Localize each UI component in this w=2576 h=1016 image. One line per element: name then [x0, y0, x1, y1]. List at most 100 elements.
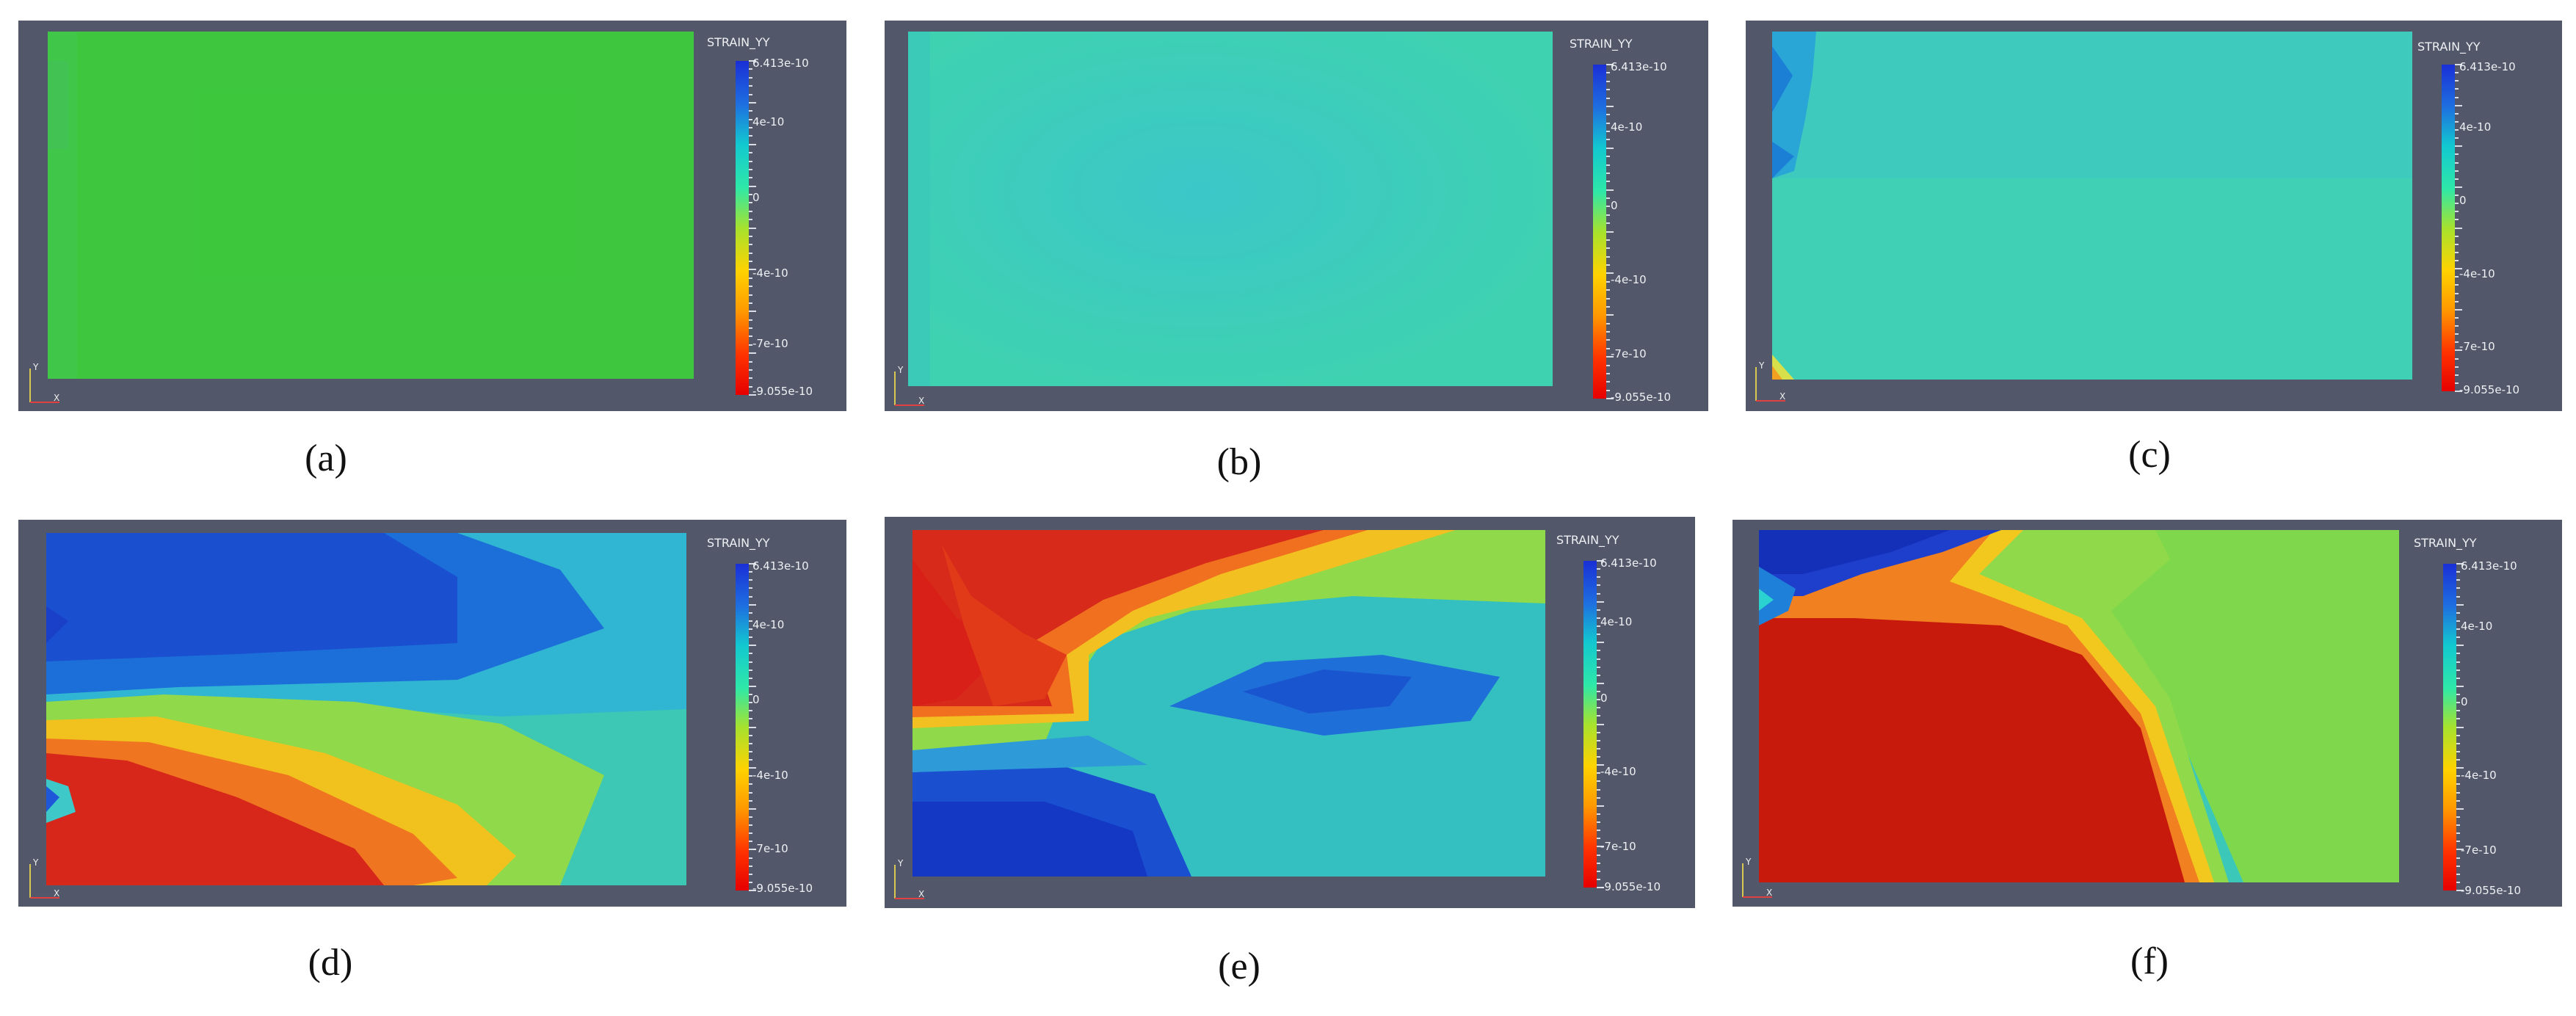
colorbar-tick-0: 0 — [1600, 692, 1608, 705]
colorbar-minor-tick — [1597, 658, 1600, 660]
colorbar-minor-tick — [1597, 772, 1600, 774]
colorbar-minor-tick — [749, 160, 752, 162]
colorbar-minor-tick — [1606, 247, 1610, 250]
colorbar — [736, 60, 756, 396]
colorbar-minor-tick — [2455, 104, 2462, 106]
colorbar-minor-tick — [2456, 791, 2460, 794]
colorbar-minor-tick — [749, 865, 752, 867]
colorbar-minor-tick — [1606, 322, 1610, 324]
colorbar-minor-tick — [2455, 72, 2459, 74]
colorbar-minor-tick — [1606, 264, 1610, 266]
colorbar-tick-neg4e-10: -4e-10 — [1600, 765, 1636, 778]
colorbar-minor-tick — [1597, 780, 1600, 783]
colorbar-minor-tick — [2455, 178, 2459, 180]
colorbar-minor-tick — [2455, 112, 2459, 115]
colorbar-minor-tick — [749, 294, 752, 296]
colorbar-tick-4e-10: 4e-10 — [752, 618, 785, 631]
colorbar-minor-tick — [1597, 870, 1600, 872]
colorbar — [1583, 560, 1604, 888]
colorbar-minor-tick — [749, 799, 752, 802]
colorbar-minor-tick — [1597, 576, 1600, 578]
colorbar-tick-neg4e-10: -4e-10 — [1611, 273, 1647, 286]
colorbar-minor-tick — [749, 177, 752, 179]
svg-text:X: X — [1779, 391, 1785, 402]
colorbar-minor-tick — [1606, 364, 1610, 366]
colorbar-minor-tick — [2455, 137, 2459, 139]
colorbar-minor-tick — [749, 750, 752, 752]
colorbar-title: STRAIN_YY — [2417, 40, 2481, 54]
colorbar-minor-tick — [2456, 873, 2460, 875]
colorbar-minor-tick — [2455, 276, 2459, 278]
svg-text:Y: Y — [897, 858, 904, 868]
colorbar-minor-tick — [2455, 251, 2459, 253]
colorbar-minor-tick — [749, 352, 756, 355]
colorbar-minor-tick — [749, 185, 756, 187]
colorbar-tick-min: -9.055e-10 — [2459, 383, 2520, 396]
colorbar-minor-tick — [2455, 64, 2462, 65]
colorbar-minor-tick — [1597, 609, 1600, 611]
colorbar-minor-tick — [2455, 391, 2462, 392]
colorbar-minor-tick — [749, 277, 752, 279]
colorbar-minor-tick — [1597, 568, 1600, 570]
colorbar-minor-tick — [2456, 759, 2460, 761]
colorbar-minor-tick — [749, 210, 752, 212]
colorbar-minor-tick — [1597, 600, 1604, 603]
colorbar-minor-tick — [749, 110, 752, 112]
colorbar-minor-tick — [1606, 222, 1610, 225]
colorbar-minor-tick — [2456, 702, 2460, 704]
colorbar-minor-tick — [749, 68, 752, 70]
colorbar-minor-tick — [1606, 164, 1610, 166]
colorbar-minor-tick — [749, 685, 756, 687]
colorbar-minor-tick — [2456, 775, 2460, 777]
colorbar-minor-tick — [1597, 878, 1600, 880]
colorbar-minor-tick — [2456, 628, 2460, 630]
colorbar-minor-tick — [2455, 333, 2459, 335]
colorbar-minor-tick — [1606, 122, 1610, 124]
caption-d: (d) — [308, 942, 353, 984]
colorbar-minor-tick — [1606, 139, 1610, 141]
colorbar-tick-neg4e-10: -4e-10 — [752, 769, 788, 782]
strain-field-b — [908, 32, 1553, 386]
colorbar-minor-tick — [2456, 669, 2460, 671]
colorbar-minor-tick — [1597, 788, 1600, 791]
strain-field-d — [46, 533, 686, 885]
colorbar-minor-tick — [749, 252, 752, 254]
colorbar-minor-tick — [2456, 865, 2460, 867]
colorbar-minor-tick — [2456, 841, 2460, 843]
colorbar-minor-tick — [749, 620, 752, 622]
colorbar-minor-tick — [749, 227, 756, 229]
colorbar-minor-tick — [2456, 857, 2460, 859]
colorbar-minor-tick — [1606, 206, 1610, 208]
colorbar-minor-tick — [749, 734, 752, 736]
colorbar-tick-0: 0 — [752, 191, 760, 204]
colorbar-minor-tick — [749, 327, 752, 329]
colorbar-tick-max: 6.413e-10 — [1600, 556, 1657, 570]
strain-field-c — [1772, 32, 2412, 380]
colorbar-title: STRAIN_YY — [1556, 533, 1619, 547]
colorbar-tick-4e-10: 4e-10 — [2461, 620, 2493, 633]
colorbar-minor-tick — [1597, 805, 1604, 807]
colorbar-minor-tick — [749, 344, 752, 346]
colorbar-title: STRAIN_YY — [707, 536, 770, 550]
colorbar-tick-neg4e-10: -4e-10 — [752, 266, 788, 280]
colorbar-minor-tick — [2456, 824, 2460, 826]
colorbar-minor-tick — [749, 571, 752, 573]
colorbar-minor-tick — [1597, 650, 1600, 652]
colorbar-minor-tick — [2456, 783, 2460, 785]
colorbar-minor-tick — [2455, 349, 2462, 352]
svg-text:Y: Y — [897, 365, 904, 375]
colorbar-tick-max: 6.413e-10 — [2461, 559, 2517, 573]
colorbar-minor-tick — [2455, 341, 2459, 344]
colorbar-minor-tick — [2455, 219, 2459, 221]
colorbar-minor-tick — [1597, 682, 1604, 684]
colorbar-minor-tick — [2455, 260, 2459, 261]
colorbar-minor-tick — [749, 742, 752, 744]
colorbar-minor-tick — [1597, 797, 1600, 799]
colorbar-tick-0: 0 — [2461, 695, 2468, 708]
colorbar-tick-neg7e-10: -7e-10 — [752, 842, 788, 855]
colorbar-minor-tick — [1606, 147, 1614, 149]
colorbar-minor-tick — [2455, 382, 2459, 384]
